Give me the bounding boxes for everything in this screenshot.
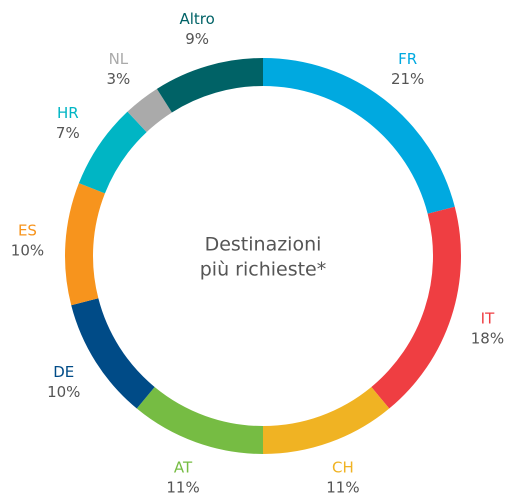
segment-label: AT xyxy=(174,459,193,477)
segment-label: HR xyxy=(57,104,79,122)
donut-segment xyxy=(127,88,172,133)
donut-segment xyxy=(78,111,147,194)
segment-label: FR xyxy=(398,50,417,68)
segment-value-label: 10% xyxy=(47,383,80,401)
donut-segment xyxy=(263,386,390,454)
center-title: Destinazioni xyxy=(205,234,322,256)
donut-segment xyxy=(65,183,105,306)
donut-segment xyxy=(156,58,263,113)
donut-segment xyxy=(371,206,461,409)
donut-segment xyxy=(71,298,155,409)
segment-label: Altro xyxy=(179,10,214,28)
segment-value-label: 11% xyxy=(326,479,359,497)
segment-label: IT xyxy=(481,309,495,327)
segment-label: CH xyxy=(332,459,354,477)
center-title: più richieste* xyxy=(200,259,327,281)
segment-label: DE xyxy=(53,363,74,381)
segment-value-label: 21% xyxy=(391,70,424,88)
segment-value-label: 3% xyxy=(106,70,130,88)
segment-value-label: 7% xyxy=(56,124,80,142)
segment-label: ES xyxy=(18,222,37,240)
segment-value-label: 10% xyxy=(11,242,44,260)
donut-segment xyxy=(263,58,455,214)
segment-value-label: 18% xyxy=(471,329,504,347)
segment-value-label: 11% xyxy=(166,479,199,497)
segment-value-label: 9% xyxy=(185,30,209,48)
segment-label: NL xyxy=(109,50,129,68)
donut-segment xyxy=(136,386,263,454)
